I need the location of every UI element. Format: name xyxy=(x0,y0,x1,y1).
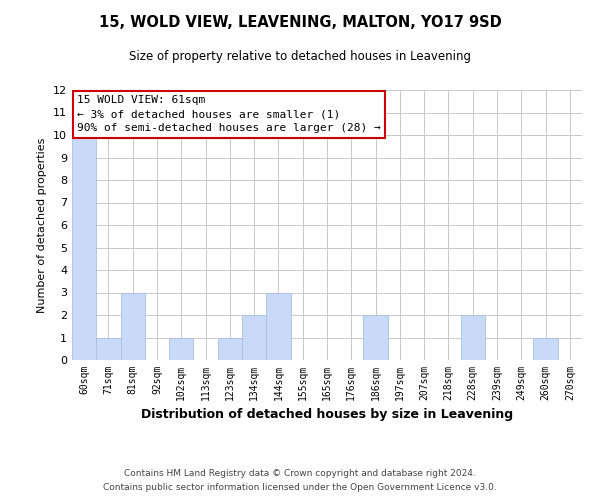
Bar xyxy=(169,338,193,360)
Bar xyxy=(533,338,558,360)
Bar xyxy=(218,338,242,360)
Bar xyxy=(461,315,485,360)
Bar xyxy=(96,338,121,360)
X-axis label: Distribution of detached houses by size in Leavening: Distribution of detached houses by size … xyxy=(141,408,513,422)
Text: Size of property relative to detached houses in Leavening: Size of property relative to detached ho… xyxy=(129,50,471,63)
Y-axis label: Number of detached properties: Number of detached properties xyxy=(37,138,47,312)
Bar xyxy=(364,315,388,360)
Text: Contains HM Land Registry data © Crown copyright and database right 2024.: Contains HM Land Registry data © Crown c… xyxy=(124,468,476,477)
Bar xyxy=(121,292,145,360)
Text: 15, WOLD VIEW, LEAVENING, MALTON, YO17 9SD: 15, WOLD VIEW, LEAVENING, MALTON, YO17 9… xyxy=(98,15,502,30)
Bar xyxy=(266,292,290,360)
Bar xyxy=(72,135,96,360)
Text: 15 WOLD VIEW: 61sqm
← 3% of detached houses are smaller (1)
90% of semi-detached: 15 WOLD VIEW: 61sqm ← 3% of detached hou… xyxy=(77,96,381,134)
Text: Contains public sector information licensed under the Open Government Licence v3: Contains public sector information licen… xyxy=(103,484,497,492)
Bar xyxy=(242,315,266,360)
